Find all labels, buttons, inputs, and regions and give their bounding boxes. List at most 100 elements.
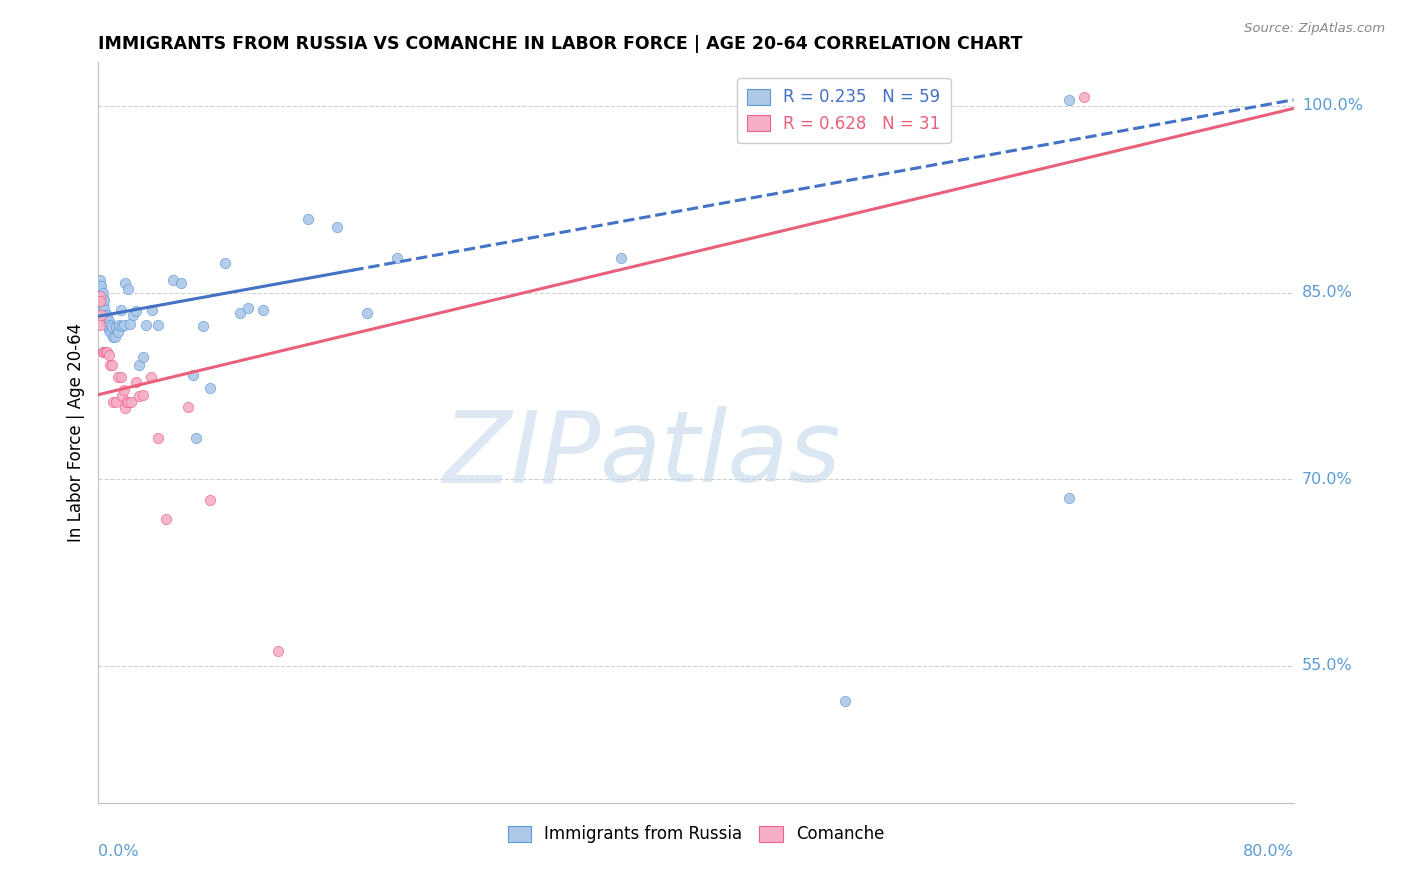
Point xyxy=(103,330,125,344)
Legend: Immigrants from Russia, Comanche: Immigrants from Russia, Comanche xyxy=(501,819,891,850)
Point xyxy=(214,256,236,270)
Point xyxy=(326,219,349,234)
Point xyxy=(181,368,204,382)
Point xyxy=(1059,93,1081,107)
Point xyxy=(135,318,157,332)
Point xyxy=(200,493,222,508)
Point xyxy=(200,381,222,395)
Text: Source: ZipAtlas.com: Source: ZipAtlas.com xyxy=(1244,22,1385,36)
Point xyxy=(90,288,112,302)
Point xyxy=(297,212,319,227)
Point xyxy=(120,395,142,409)
Point xyxy=(132,351,155,365)
Point xyxy=(236,301,259,315)
Point xyxy=(89,282,111,296)
Point xyxy=(125,376,148,390)
Point xyxy=(103,395,125,409)
Text: atlas: atlas xyxy=(600,407,842,503)
Point xyxy=(96,308,118,322)
Point xyxy=(117,282,139,296)
Point xyxy=(112,383,135,397)
Point xyxy=(94,316,117,330)
Point xyxy=(98,326,122,340)
Point xyxy=(101,320,124,334)
Point xyxy=(93,301,115,315)
Point xyxy=(89,289,111,303)
Point xyxy=(94,345,117,359)
Point xyxy=(111,389,134,403)
Point xyxy=(93,345,115,359)
Point xyxy=(97,323,120,337)
Point xyxy=(91,298,114,312)
Point xyxy=(105,320,128,334)
Point xyxy=(97,314,120,328)
Point xyxy=(89,318,111,332)
Point xyxy=(114,276,136,290)
Point xyxy=(110,303,132,318)
Point xyxy=(91,285,114,300)
Point xyxy=(110,370,132,384)
Text: 0.0%: 0.0% xyxy=(98,844,139,858)
Point xyxy=(139,370,162,384)
Point xyxy=(91,292,114,306)
Text: 55.0%: 55.0% xyxy=(1302,658,1353,673)
Point xyxy=(101,358,124,372)
Point xyxy=(108,318,131,332)
Point xyxy=(93,293,115,307)
Point xyxy=(90,279,112,293)
Point xyxy=(1073,90,1095,104)
Text: ZIP: ZIP xyxy=(441,407,600,503)
Point xyxy=(118,317,141,331)
Y-axis label: In Labor Force | Age 20-64: In Labor Force | Age 20-64 xyxy=(66,323,84,542)
Point xyxy=(132,387,155,401)
Point xyxy=(107,326,129,340)
Point xyxy=(94,308,117,322)
Text: IMMIGRANTS FROM RUSSIA VS COMANCHE IN LABOR FORCE | AGE 20-64 CORRELATION CHART: IMMIGRANTS FROM RUSSIA VS COMANCHE IN LA… xyxy=(98,35,1024,53)
Point xyxy=(267,644,290,658)
Text: 70.0%: 70.0% xyxy=(1302,472,1353,487)
Point xyxy=(96,345,118,359)
Point xyxy=(128,358,150,372)
Point xyxy=(89,292,111,306)
Point xyxy=(111,319,134,334)
Point xyxy=(96,316,118,330)
Point xyxy=(148,431,170,445)
Point xyxy=(155,512,177,526)
Point xyxy=(252,303,274,318)
Point xyxy=(141,303,163,318)
Point xyxy=(89,273,111,287)
Point xyxy=(121,308,143,322)
Text: 80.0%: 80.0% xyxy=(1243,844,1294,858)
Point xyxy=(89,285,111,300)
Text: 85.0%: 85.0% xyxy=(1302,285,1353,300)
Point xyxy=(107,370,129,384)
Point xyxy=(98,358,122,372)
Point xyxy=(98,318,122,332)
Point xyxy=(89,294,111,309)
Point xyxy=(115,395,138,409)
Point xyxy=(128,389,150,403)
Point xyxy=(89,278,111,293)
Point xyxy=(104,330,127,344)
Point xyxy=(184,431,207,445)
Point xyxy=(169,276,191,290)
Point xyxy=(610,251,633,265)
Point xyxy=(93,307,115,321)
Point xyxy=(91,345,114,359)
Point xyxy=(356,305,378,319)
Point xyxy=(385,251,409,265)
Point xyxy=(90,308,112,322)
Point xyxy=(97,348,120,362)
Point xyxy=(229,305,252,319)
Point xyxy=(114,401,136,416)
Point xyxy=(90,294,112,309)
Point xyxy=(125,304,148,318)
Point xyxy=(112,318,135,332)
Point xyxy=(117,395,139,409)
Point xyxy=(1059,491,1081,505)
Point xyxy=(148,318,170,332)
Point xyxy=(162,273,184,287)
Text: 100.0%: 100.0% xyxy=(1302,98,1362,113)
Point xyxy=(834,694,856,708)
Point xyxy=(105,395,128,409)
